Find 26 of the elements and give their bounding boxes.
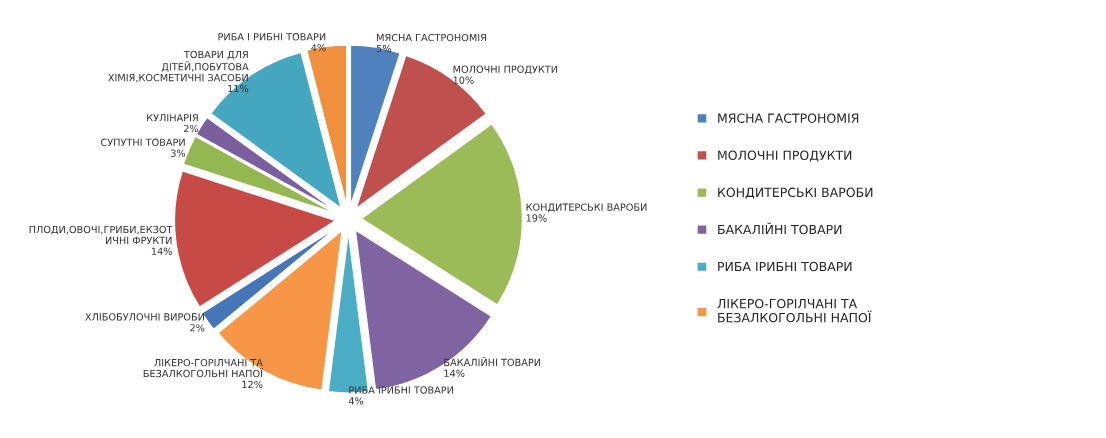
data-label: 12% — [242, 380, 263, 389]
legend-label: РИБА ІРИБНІ ТОВАРИ — [718, 261, 852, 272]
legend-label: ЛІКЕРО-ГОРІЛЧАНІ ТА БЕЗАЛКОГОЛЬНІ НАПОЇ — [717, 298, 872, 323]
data-label: 19% — [526, 214, 547, 222]
legend-label: МЯСНА ГАСТРОНОМІЯ — [718, 113, 859, 123]
slice-label: ТОВАРИ ДЛЯ ДІТЕЙ,ПОБУТОВА ХІМІЯ,КОСМЕТИЧНІ ЗАСОБИ — [108, 50, 249, 83]
slice-label: СУПУТНІ ТОВАРИ — [101, 138, 185, 146]
slice-label: ХЛІБОБУЛОЧНІ ВИРОБИ — [85, 313, 204, 321]
slice-label: РИБА І РИБНІ ТОВАРИ — [218, 33, 326, 41]
slice-label: КОНДИТЕРСЬКІ ВАРОБИ — [526, 203, 647, 213]
legend-label: МОЛОЧНІ ПРОДУКТИ — [718, 150, 852, 162]
legend-label: КОНДИТЕРСЬКІ ВАРОБИ — [718, 187, 873, 199]
data-label: 14% — [151, 247, 172, 255]
slice-label: БАКАЛІЙНІ ТОВАРИ — [444, 356, 541, 367]
slice-label: ЛІКЕРО-ГОРІЛЧАНІ ТА БЕЗАЛКОГОЛЬНІ НАПОЇ — [143, 358, 263, 378]
data-label: 2% — [183, 124, 199, 133]
data-label: 3% — [170, 149, 186, 157]
data-label: 2% — [190, 324, 205, 332]
slice-label: КУЛІНАРІЯ — [147, 114, 198, 122]
slice-label: МЯСНА ГАСТРОНОМІЯ — [377, 33, 486, 42]
slice-label: МОЛОЧНІ ПРОДУКТИ — [453, 65, 558, 75]
slice-label: ПЛОДИ,ОВОЧІ,ГРИБИ,ЕКЗОТ ИЧНІ ФРУКТИ — [29, 225, 173, 244]
legend-label: БАКАЛІЙНІ ТОВАРИ — [718, 222, 842, 235]
data-label: 14% — [444, 369, 465, 377]
data-label: 10% — [453, 76, 474, 84]
data-label: 4% — [348, 397, 364, 405]
